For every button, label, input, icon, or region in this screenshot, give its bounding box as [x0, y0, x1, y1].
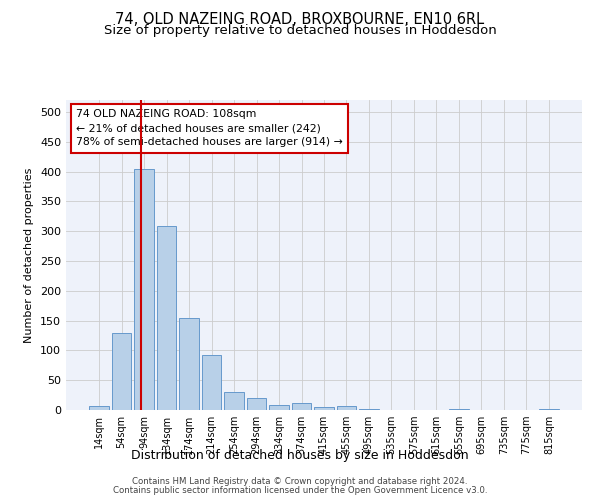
Text: Distribution of detached houses by size in Hoddesdon: Distribution of detached houses by size … [131, 448, 469, 462]
Y-axis label: Number of detached properties: Number of detached properties [25, 168, 34, 342]
Bar [112, 332, 131, 410]
Bar [292, 403, 311, 410]
Text: Contains public sector information licensed under the Open Government Licence v3: Contains public sector information licen… [113, 486, 487, 495]
Bar [89, 406, 109, 410]
Bar [314, 407, 334, 410]
Text: Size of property relative to detached houses in Hoddesdon: Size of property relative to detached ho… [104, 24, 496, 37]
Bar [539, 409, 559, 410]
Bar [337, 406, 356, 410]
Text: 74, OLD NAZEING ROAD, BROXBOURNE, EN10 6RL: 74, OLD NAZEING ROAD, BROXBOURNE, EN10 6… [115, 12, 485, 28]
Bar [269, 405, 289, 410]
Bar [224, 392, 244, 410]
Bar [359, 409, 379, 410]
Bar [179, 318, 199, 410]
Bar [449, 409, 469, 410]
Bar [157, 226, 176, 410]
Bar [134, 168, 154, 410]
Bar [202, 355, 221, 410]
Text: 74 OLD NAZEING ROAD: 108sqm
← 21% of detached houses are smaller (242)
78% of se: 74 OLD NAZEING ROAD: 108sqm ← 21% of det… [76, 110, 343, 148]
Bar [247, 398, 266, 410]
Text: Contains HM Land Registry data © Crown copyright and database right 2024.: Contains HM Land Registry data © Crown c… [132, 477, 468, 486]
